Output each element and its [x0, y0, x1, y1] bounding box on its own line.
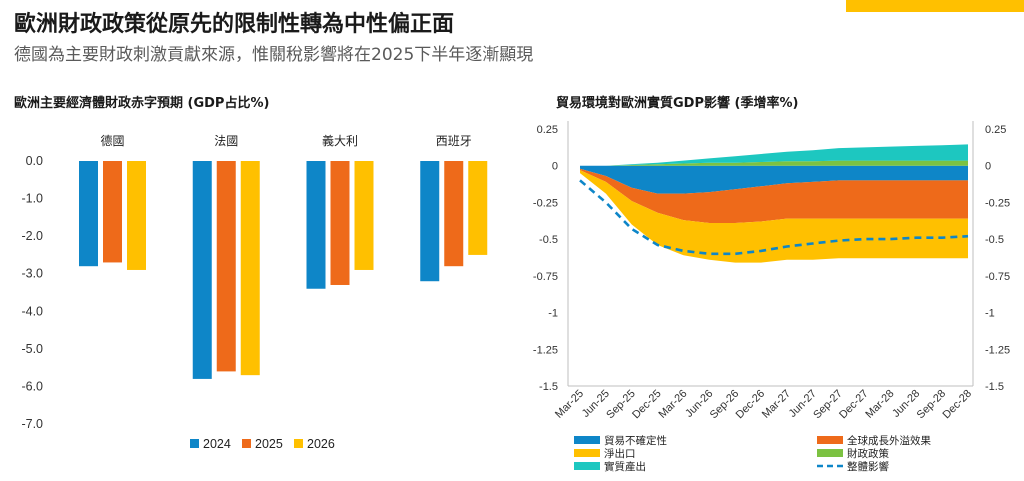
legend-label: 2025 [255, 437, 283, 451]
legend-swatch [294, 439, 303, 448]
legend-swatch [574, 449, 600, 457]
y-tick-label: -2.0 [21, 229, 43, 243]
bar [240, 161, 260, 376]
legend-swatch [817, 449, 843, 457]
category-label: 德國 [100, 133, 124, 148]
y-tick-label: 0.0 [26, 154, 43, 168]
area-series [580, 160, 968, 166]
page-title: 歐洲財政政策從原先的限制性轉為中性偏正面 [14, 12, 455, 37]
bar [127, 161, 146, 270]
legend-swatch [574, 462, 600, 470]
bar [79, 161, 98, 267]
y-tick-label-left: -0.5 [539, 234, 558, 246]
x-tick-label: Mar-27 [760, 388, 793, 421]
y-tick-label: -1.0 [21, 192, 43, 206]
legend-label: 全球成長外溢效果 [847, 434, 931, 447]
y-tick-label-left: -1.5 [539, 381, 558, 393]
y-tick-label-right: -0.5 [985, 234, 1004, 246]
total-impact-line [579, 179, 969, 256]
legend-swatch [817, 436, 843, 444]
y-tick-label: -3.0 [21, 267, 43, 281]
y-tick-label: -6.0 [21, 379, 43, 393]
bar [330, 161, 350, 285]
area-series [580, 165, 968, 194]
y-tick-label-left: -0.75 [533, 271, 558, 283]
legend-swatch [242, 439, 251, 448]
x-tick-label: Mar-26 [656, 388, 689, 421]
category-label: 西班牙 [436, 134, 472, 148]
legend-label: 實質產出 [604, 460, 646, 473]
page-subtitle: 德國為主要財政刺激貢獻來源，惟關稅影響將在2025下半年逐漸顯現 [14, 45, 534, 65]
x-tick-label: Dec-25 [630, 388, 664, 422]
y-tick-label: -7.0 [21, 417, 43, 431]
y-tick-label: -5.0 [21, 342, 43, 356]
y-tick-label-right: 0 [985, 161, 991, 173]
legend-label: 財政政策 [847, 447, 889, 460]
category-label: 法國 [214, 134, 238, 148]
y-tick-label-right: -1.25 [985, 344, 1010, 356]
y-tick-label-right: -1 [985, 308, 995, 320]
bar [444, 161, 464, 267]
y-tick-label-left: -0.25 [533, 197, 558, 209]
category-label: 義大利 [322, 133, 358, 148]
area-series [580, 168, 968, 223]
x-tick-label: Dec-28 [941, 388, 975, 422]
legend-swatch [574, 436, 600, 444]
x-tick-label: Dec-27 [837, 388, 871, 422]
left-chart-title: 歐洲主要經濟體財政赤字預期 (GDP占比%) [14, 96, 270, 111]
y-tick-label-right: -0.75 [985, 271, 1010, 283]
x-tick-label: Dec-26 [734, 388, 768, 422]
y-tick-label-right: -0.25 [985, 197, 1010, 209]
y-tick-label-right: -1.5 [985, 381, 1004, 393]
y-tick-label-left: 0.25 [537, 124, 558, 136]
area-series [580, 144, 968, 166]
right-chart-title: 貿易環境對歐洲實質GDP影響 (季增率%) [556, 96, 799, 111]
legend-label: 2026 [307, 437, 335, 451]
bar [354, 161, 374, 270]
accent-bar [846, 0, 1024, 12]
bar [103, 161, 122, 263]
y-tick-label-left: 0 [552, 161, 558, 173]
legend-label: 2024 [203, 437, 231, 451]
x-tick-label: Mar-28 [863, 388, 896, 421]
bar [306, 161, 326, 289]
bar [216, 161, 236, 372]
legend-label: 淨出口 [604, 447, 636, 460]
y-tick-label: -4.0 [21, 304, 43, 318]
legend-swatch [190, 439, 199, 448]
y-tick-label-right: 0.25 [985, 124, 1006, 136]
bar [420, 161, 440, 282]
legend-label: 貿易不確定性 [604, 434, 667, 447]
bar [468, 161, 488, 255]
legend-label: 整體影響 [847, 460, 889, 473]
y-tick-label-left: -1 [548, 308, 558, 320]
bar [192, 161, 212, 379]
y-tick-label-left: -1.25 [533, 344, 558, 356]
